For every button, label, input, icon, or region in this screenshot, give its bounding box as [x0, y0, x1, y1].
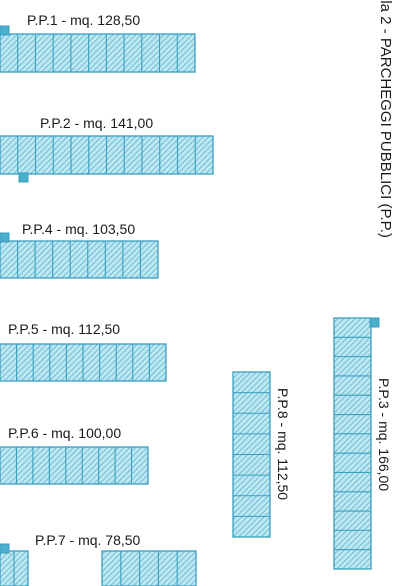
pp1-stalls — [0, 33, 196, 73]
pp7-label: P.P.7 - mq. 78,50 — [35, 532, 141, 548]
pp3-label: P.P.3 - mq. 166,00 — [376, 378, 392, 492]
pp6-label: P.P.6 - mq. 100,00 — [8, 425, 122, 441]
marker-square — [0, 232, 10, 243]
marker-square — [369, 317, 380, 328]
pp4-label: P.P.4 - mq. 103,50 — [22, 221, 136, 237]
pp3-stalls — [333, 317, 372, 570]
marker-square — [0, 25, 10, 36]
pp8-label: P.P.8 - mq. 112,50 — [275, 388, 291, 501]
pp4-stalls — [0, 240, 159, 279]
marker-square — [0, 543, 10, 554]
drawing-title-vertical: ola 2 - PARCHEGGI PUBBLICI (P.P.) — [377, 0, 394, 238]
pp6-stalls — [0, 446, 149, 485]
marker-square — [18, 172, 29, 183]
pp1-label: P.P.1 - mq. 128,50 — [27, 12, 141, 28]
pp5-label: P.P.5 - mq. 112,50 — [8, 321, 121, 337]
pp7b-stalls — [101, 550, 197, 586]
pp2-label: P.P.2 - mq. 141,00 — [40, 115, 154, 131]
